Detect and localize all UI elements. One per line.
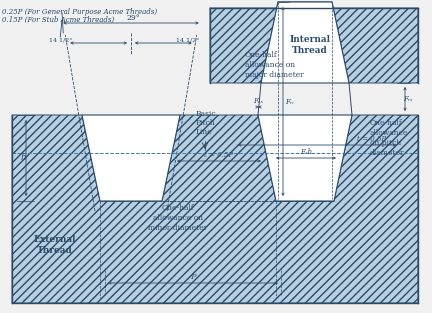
Text: P: P <box>190 273 196 281</box>
Text: Fᵣᵢ: Fᵣᵢ <box>285 98 294 105</box>
Text: One-half
allowance
on pitch
diameter: One-half allowance on pitch diameter <box>370 119 408 157</box>
Text: t = 0.5P: t = 0.5P <box>204 151 234 159</box>
Text: t = 0.5P: t = 0.5P <box>357 135 386 143</box>
Polygon shape <box>261 2 349 83</box>
Text: h: h <box>20 153 26 162</box>
Text: Fᵣₛ: Fᵣₛ <box>403 95 413 103</box>
Text: Fₑh: Fₑh <box>300 148 312 156</box>
Text: 0.15P (For Stub Acme Threads): 0.15P (For Stub Acme Threads) <box>2 16 114 24</box>
Text: Internal
Thread: Internal Thread <box>289 35 330 55</box>
Polygon shape <box>82 115 180 201</box>
Text: External
Thread: External Thread <box>34 235 76 255</box>
Polygon shape <box>210 2 418 83</box>
Text: One-half
allowance on
minor diameter: One-half allowance on minor diameter <box>148 204 208 232</box>
Text: 0.25P (For General Purpose Acme Threads): 0.25P (For General Purpose Acme Threads) <box>2 8 157 16</box>
Text: 14 1/2°: 14 1/2° <box>176 37 200 42</box>
Text: One-half
allowance on
major diameter: One-half allowance on major diameter <box>245 51 304 79</box>
Text: 14 1/2°: 14 1/2° <box>48 37 72 42</box>
Text: 29°: 29° <box>126 14 140 22</box>
Polygon shape <box>12 115 418 303</box>
Polygon shape <box>258 115 352 201</box>
Text: Basic
Pitch
Line: Basic Pitch Line <box>196 110 216 136</box>
Text: Fₑₛ: Fₑₛ <box>253 97 263 105</box>
